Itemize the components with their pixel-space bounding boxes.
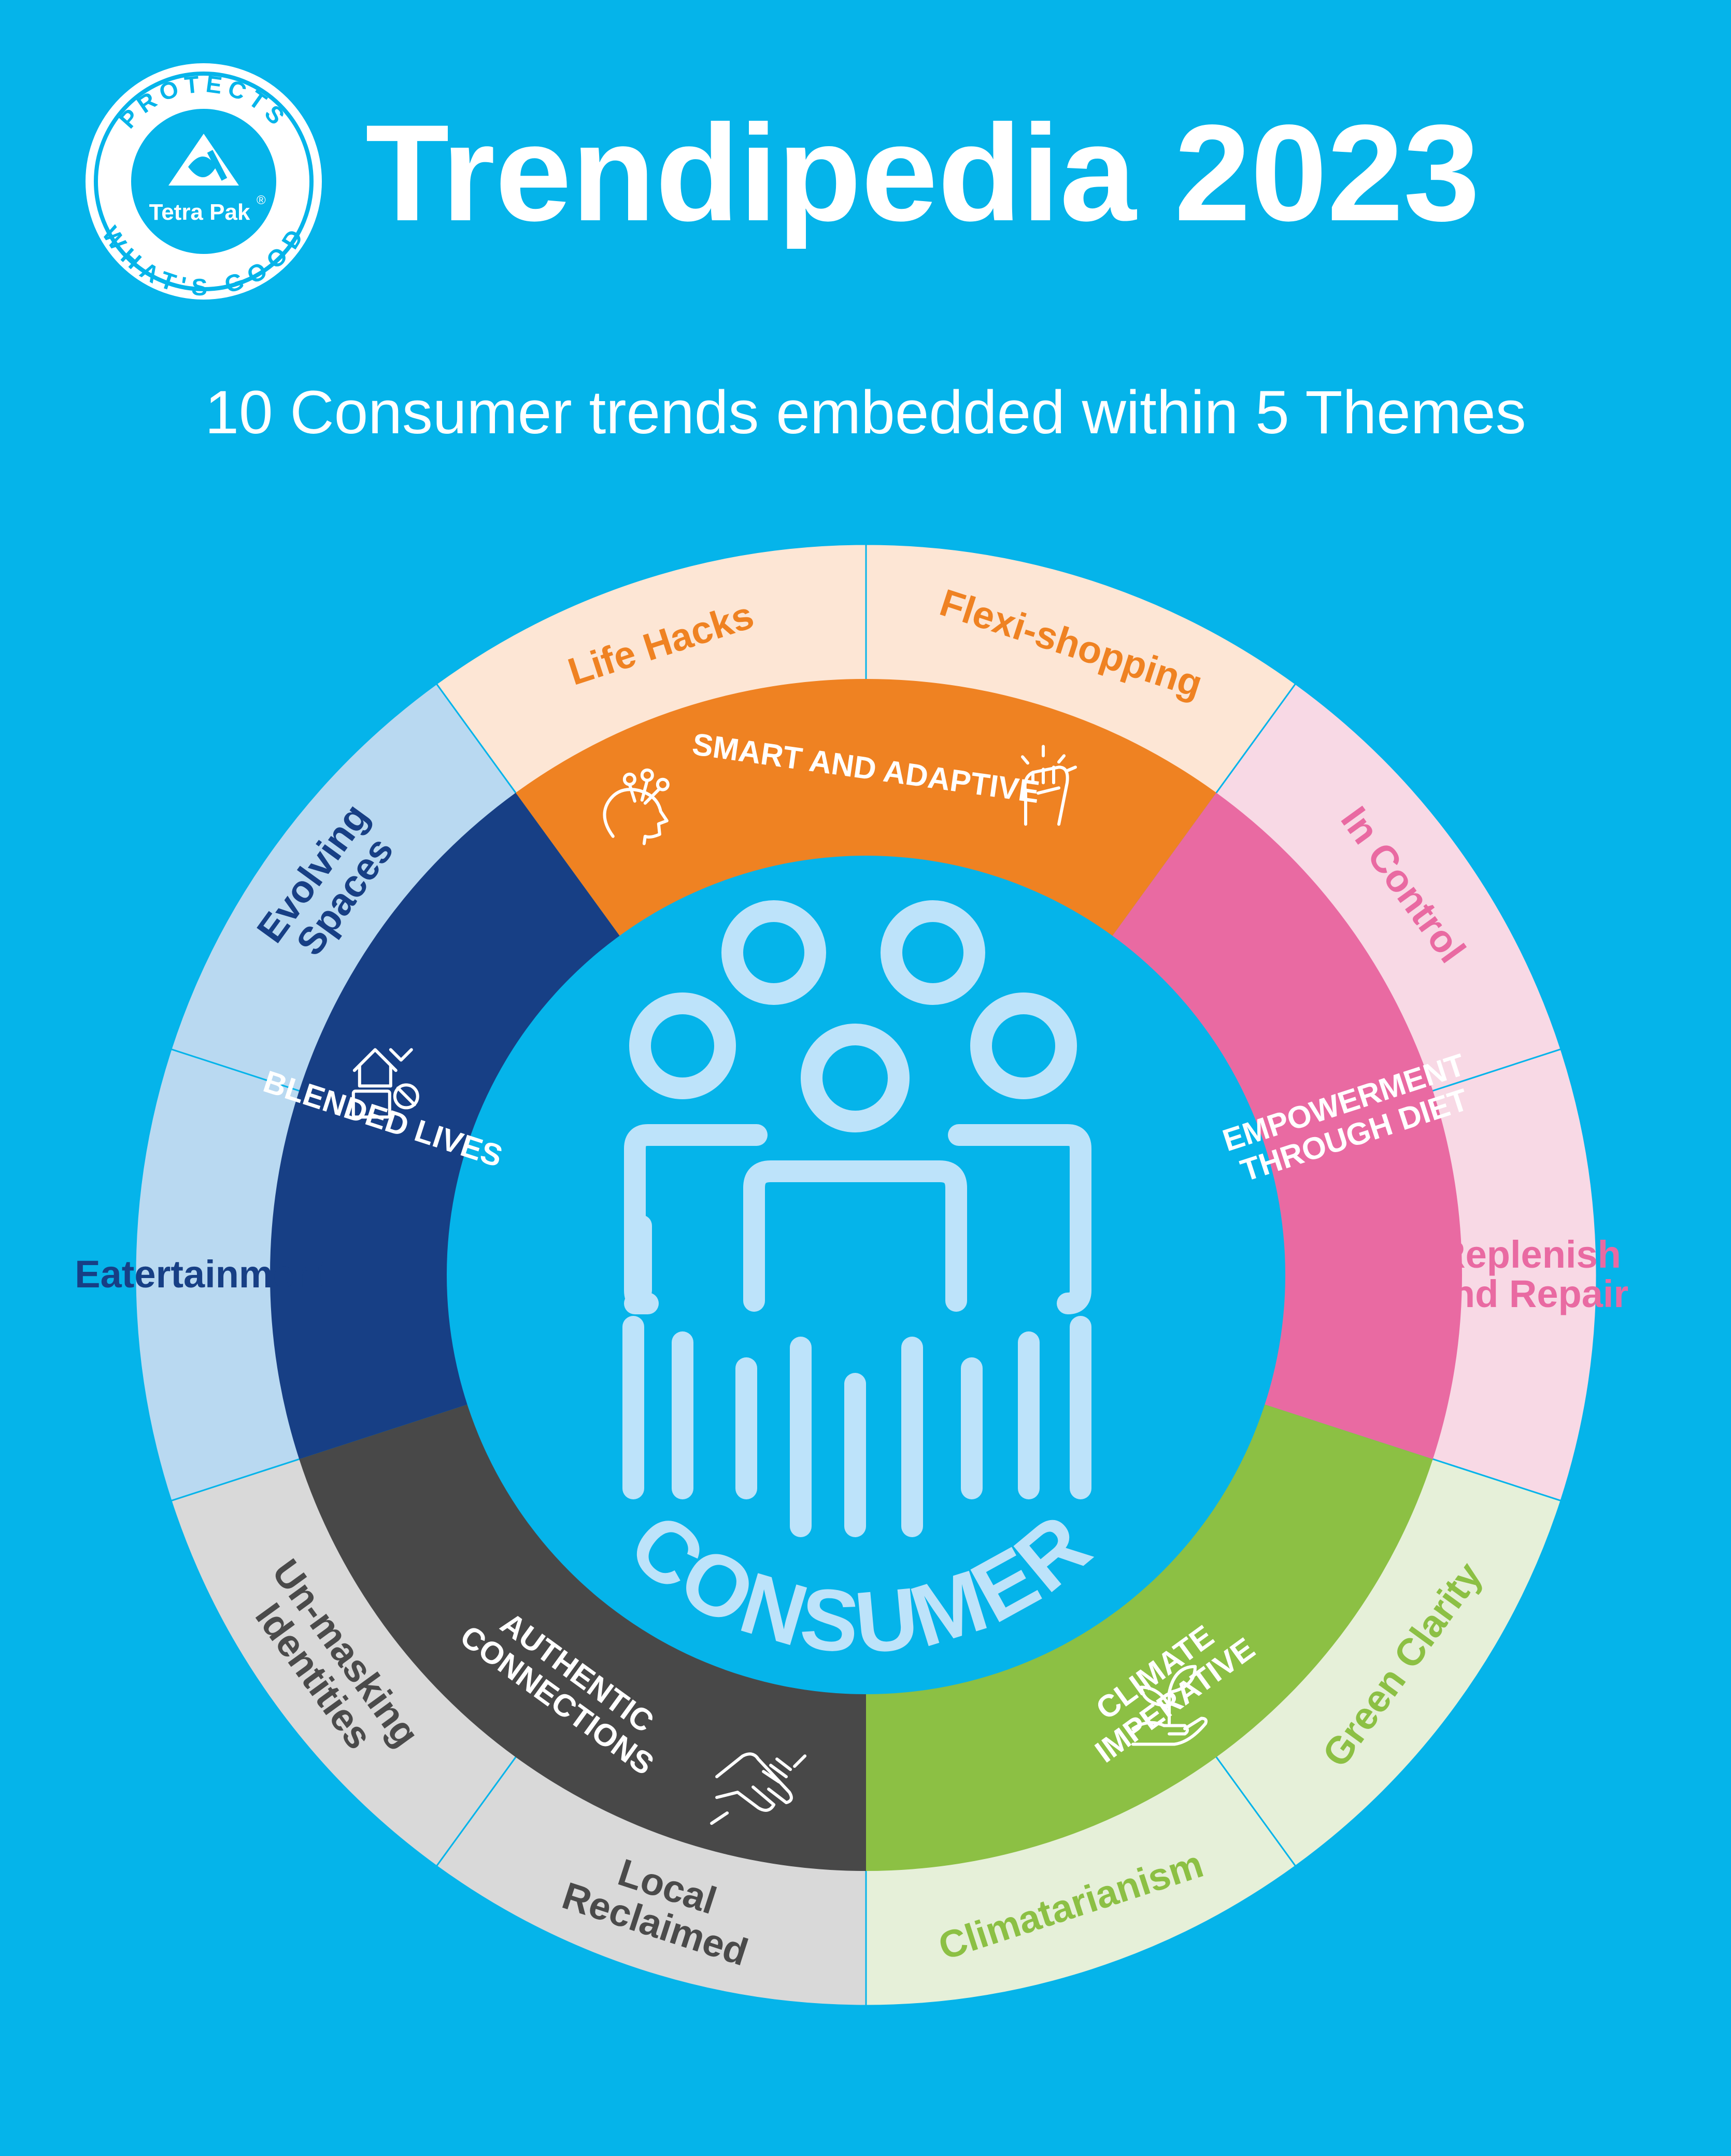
consumer-group-icon <box>622 900 1091 1537</box>
home-work-icon <box>351 1048 419 1119</box>
plant-in-hand-icon <box>1131 1665 1208 1746</box>
page-subtitle: 10 Consumer trends embedded within 5 The… <box>205 378 1526 447</box>
theme-segment <box>1112 792 1462 1459</box>
head-ideas-icon <box>603 768 670 845</box>
theme-segment <box>866 1404 1433 1871</box>
logo-brand-text: Tetra Pak <box>149 200 250 225</box>
page-title: Trendipedia 2023 <box>365 96 1480 250</box>
theme-icons <box>351 745 1208 1825</box>
logo-registered-mark: ® <box>257 193 266 207</box>
theme-segment <box>269 792 620 1459</box>
trend-label-line: Replenish <box>1438 1233 1621 1276</box>
theme-segment <box>299 1404 866 1871</box>
tetra-pak-logo: PROTECTS WHAT'S GOOD Tetra Pak ® <box>86 63 322 301</box>
consumer-disc <box>447 856 1285 1694</box>
theme-segment <box>516 678 1216 937</box>
theme-ring <box>269 678 1462 1871</box>
trend-label: Eatertainment <box>75 1253 330 1296</box>
handshake-icon <box>710 1752 807 1825</box>
trend-label-line: Eatertainment <box>75 1253 330 1296</box>
raised-fist-icon <box>1021 745 1077 826</box>
trend-label-line: and Repair <box>1430 1272 1628 1315</box>
tetra-pak-triangle-icon <box>168 134 239 186</box>
